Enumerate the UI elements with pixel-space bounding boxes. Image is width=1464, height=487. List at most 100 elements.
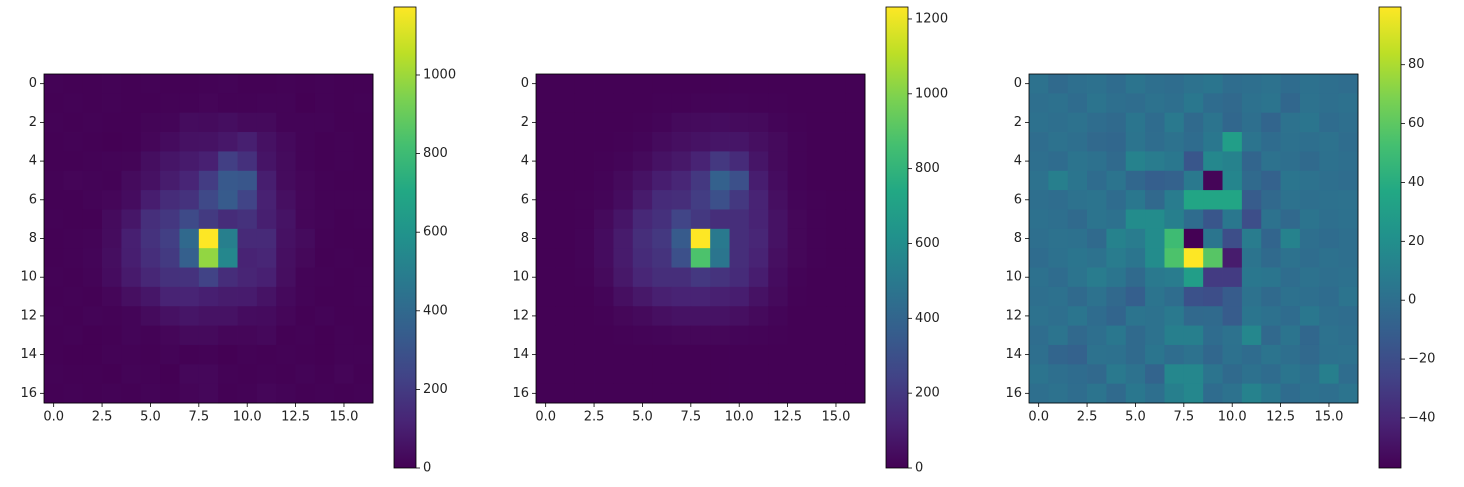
- heatmap-cell: [1087, 170, 1107, 191]
- heatmap-cell: [102, 112, 122, 133]
- heatmap-cell: [806, 151, 827, 172]
- heatmap-cell: [1241, 364, 1262, 385]
- heatmap-cell: [787, 325, 808, 346]
- y-tick-label: 10: [1005, 270, 1022, 285]
- heatmap-cell: [806, 286, 827, 307]
- heatmap-cell: [536, 248, 556, 268]
- y-tick-label: 14: [20, 347, 37, 362]
- heatmap-cell: [63, 325, 84, 346]
- heatmap-cell: [1106, 170, 1127, 191]
- heatmap-cell: [1222, 248, 1243, 268]
- heatmap-cell: [787, 228, 808, 249]
- heatmap-cell: [1125, 325, 1146, 346]
- heatmap-cell: [1222, 325, 1243, 346]
- heatmap-cell: [179, 228, 200, 249]
- heatmap-cell: [1338, 344, 1359, 365]
- heatmap-cell: [806, 209, 827, 230]
- heatmap-cell: [314, 209, 335, 230]
- heatmap-cell: [1319, 325, 1340, 346]
- heatmap-cell: [218, 364, 238, 385]
- heatmap-cell: [710, 190, 730, 210]
- heatmap-cell: [536, 132, 556, 152]
- heatmap-cell: [1029, 364, 1049, 385]
- heatmap-cell: [729, 248, 750, 268]
- heatmap-cell: [574, 74, 595, 94]
- heatmap-cell: [748, 190, 769, 210]
- heatmap-cell: [1067, 383, 1088, 404]
- heatmap-cell: [787, 112, 808, 133]
- colorbar-tick-label: 800: [423, 146, 448, 161]
- heatmap-cell: [295, 209, 316, 230]
- heatmap-cell: [1222, 306, 1243, 326]
- heatmap-cell: [594, 325, 614, 346]
- heatmap-cell: [652, 112, 672, 133]
- heatmap-cell: [44, 112, 64, 133]
- heatmap-cell: [353, 286, 374, 307]
- heatmap-cell: [1087, 112, 1107, 133]
- heatmap-cell: [729, 383, 750, 404]
- heatmap-cell: [536, 383, 556, 404]
- heatmap-cell: [102, 74, 122, 94]
- heatmap-cell: [179, 190, 200, 210]
- heatmap-cell: [121, 325, 142, 346]
- heatmap-cell: [1106, 228, 1127, 249]
- heatmap-cell: [594, 364, 614, 385]
- heatmap-cell: [536, 93, 556, 114]
- heatmap-cell: [1164, 248, 1185, 268]
- heatmap-cell: [1203, 170, 1223, 191]
- heatmap-cell: [1280, 209, 1301, 230]
- heatmap-cell: [1241, 286, 1262, 307]
- x-tick-label: 10.0: [233, 410, 262, 425]
- heatmap-cell: [536, 74, 556, 94]
- heatmap-cell: [671, 267, 692, 288]
- heatmap-cell: [536, 325, 556, 346]
- heatmap-cell: [1145, 170, 1165, 191]
- heatmap-cell: [1164, 306, 1185, 326]
- heatmap-cell: [632, 267, 653, 288]
- heatmap-cell: [845, 93, 866, 114]
- heatmap-cell: [160, 151, 180, 172]
- heatmap-cell: [121, 383, 142, 404]
- heatmap-cell: [1145, 344, 1165, 365]
- heatmap-cell: [826, 325, 847, 346]
- heatmap-cell: [102, 228, 122, 249]
- heatmap-cell: [690, 364, 711, 385]
- heatmap-cell: [1222, 93, 1243, 114]
- heatmap-cell: [1203, 112, 1223, 133]
- heatmap-cell: [1261, 132, 1281, 152]
- heatmap-cell: [63, 248, 84, 268]
- heatmap-cell: [102, 344, 122, 365]
- heatmap-cell: [594, 209, 614, 230]
- heatmap-cell: [237, 93, 258, 114]
- heatmap-cell: [198, 209, 219, 230]
- heatmap-cell: [179, 170, 200, 191]
- heatmap-cell: [140, 306, 161, 326]
- y-tick-label: 4: [521, 154, 529, 169]
- heatmap-cell: [198, 325, 219, 346]
- heatmap-cell: [198, 248, 219, 268]
- colorbar-tick-label: 800: [915, 161, 940, 176]
- heatmap-cell: [121, 364, 142, 385]
- heatmap-cell: [82, 74, 103, 94]
- heatmap-cell: [1241, 170, 1262, 191]
- heatmap-cell: [121, 151, 142, 172]
- heatmap-cell: [1125, 74, 1146, 94]
- heatmap-cell: [768, 209, 788, 230]
- heatmap-cell: [1106, 325, 1127, 346]
- heatmap-cell: [218, 344, 238, 365]
- heatmap-cell: [1067, 364, 1088, 385]
- heatmap-cell: [729, 364, 750, 385]
- heatmap-cell: [102, 170, 122, 191]
- heatmap-cell: [44, 267, 64, 288]
- heatmap-cell: [218, 151, 238, 172]
- heatmap-cell: [295, 132, 316, 152]
- heatmap-cell: [198, 383, 219, 404]
- heatmap-cell: [218, 74, 238, 94]
- heatmap-cell: [237, 306, 258, 326]
- heatmap-cell: [44, 132, 64, 152]
- heatmap-cell: [710, 209, 730, 230]
- heatmap-cell: [768, 383, 788, 404]
- heatmap-cell: [1145, 112, 1165, 133]
- heatmap-cell: [121, 74, 142, 94]
- heatmap-cell: [594, 383, 614, 404]
